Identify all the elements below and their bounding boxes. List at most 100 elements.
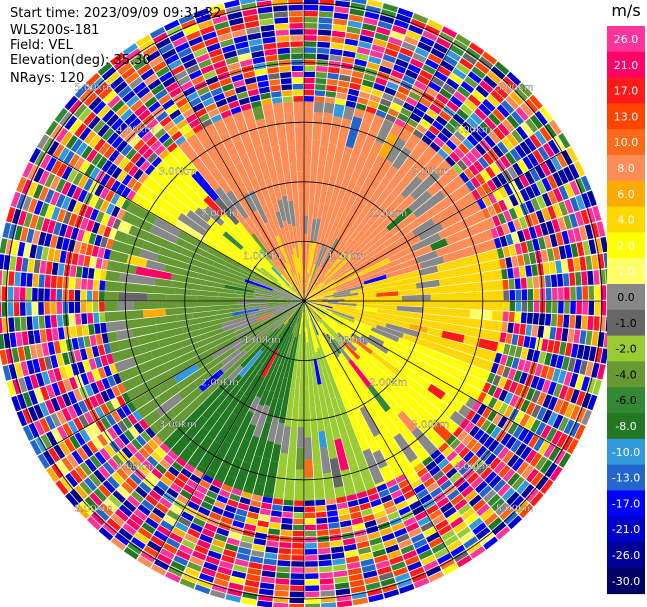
ray-gate [252,265,282,287]
ray-gate [455,62,470,75]
colorbar-tick-label: 26.0 [614,33,639,46]
ray-gate [265,397,278,424]
ray-gate [435,93,449,105]
ray-gate [111,240,142,257]
ray-gate [248,561,263,570]
ray-gate [84,130,97,145]
ray-gate [273,602,289,607]
ray-gate [299,322,303,343]
ray-gate [359,502,372,511]
ray-gate [507,166,518,179]
ray-gate [21,257,29,272]
ray-gate [558,301,564,314]
ray-gate [297,303,304,324]
ray-gate [281,195,292,225]
ray-gate [349,8,365,17]
ray-gate [382,341,410,360]
ray-gate [496,249,500,259]
ray-gate [332,325,358,347]
ray-gate [42,450,55,466]
ray-gate [178,516,192,527]
ray-gate [486,94,500,108]
ray-gate [370,498,382,508]
ray-gate [86,371,95,384]
ray-gate [273,371,285,400]
ray-gate [254,293,284,299]
ray-gate [261,30,275,38]
ray-gate [552,203,563,218]
ray-gate [502,450,515,464]
ray-gate [73,103,87,118]
ray-gate [239,304,269,312]
ray-gate [362,448,385,485]
ray-gate [576,241,585,257]
ray-gate [592,379,602,396]
ray-gate [155,447,167,458]
ray-gate [501,137,514,151]
ray-gate [330,48,343,56]
ray-gate [78,414,89,428]
ray-gate [514,499,529,514]
ray-gate [159,71,173,83]
ray-gate [408,212,430,231]
ray-gate [166,537,181,549]
ray-gate [278,388,291,424]
ray-gate [342,105,355,121]
ray-gate [411,218,436,237]
ray-gate [65,135,78,150]
ray-gate [468,517,483,531]
ray-gate [523,360,532,373]
ray-gate [138,447,150,459]
ray-gate [195,13,212,24]
ray-gate [469,42,485,56]
ray-gate [214,21,230,31]
ray-gate [581,271,588,286]
ray-gate [74,123,87,138]
ray-gate [573,227,582,242]
ray-gate [451,263,482,277]
ray-gate [257,6,273,14]
ray-gate [542,409,553,424]
ray-gate [336,92,347,100]
ray-gate [458,317,484,329]
ray-gate [430,407,458,433]
ray-gate [438,225,456,240]
ray-gate [108,260,137,275]
ray-gate [533,437,545,452]
ray-gate [253,273,278,288]
ray-gate [278,53,291,61]
ray-gate [126,48,142,61]
ray-gate [259,160,272,184]
ray-gate [276,227,290,257]
ray-gate [364,480,376,491]
ray-gate [138,172,149,184]
ray-gate [435,115,448,127]
ray-gate [344,423,363,455]
ray-gate [276,452,288,480]
ray-gate [376,187,393,205]
ray-gate [513,218,522,231]
ray-gate [304,47,317,53]
ray-gate [484,512,499,526]
ray-gate [253,320,279,341]
ray-gate [495,526,511,540]
ray-gate [382,92,394,102]
ray-gate [424,269,454,282]
ray-gate [69,99,83,115]
ray-gate [511,129,524,144]
ray-gate [397,112,409,123]
ray-gate [273,478,286,500]
ray-gate [482,319,501,332]
ray-gate [26,316,33,331]
ray-gate [94,393,105,406]
ray-gate [130,99,144,112]
ray-gate [521,484,535,499]
ray-gate [280,227,289,244]
ray-gate [179,156,198,176]
ray-gate [426,373,448,391]
ray-gate [50,275,57,288]
ray-gate [561,230,570,245]
ray-gate [166,142,178,153]
ray-gate [348,505,361,514]
ray-gate [207,409,232,440]
